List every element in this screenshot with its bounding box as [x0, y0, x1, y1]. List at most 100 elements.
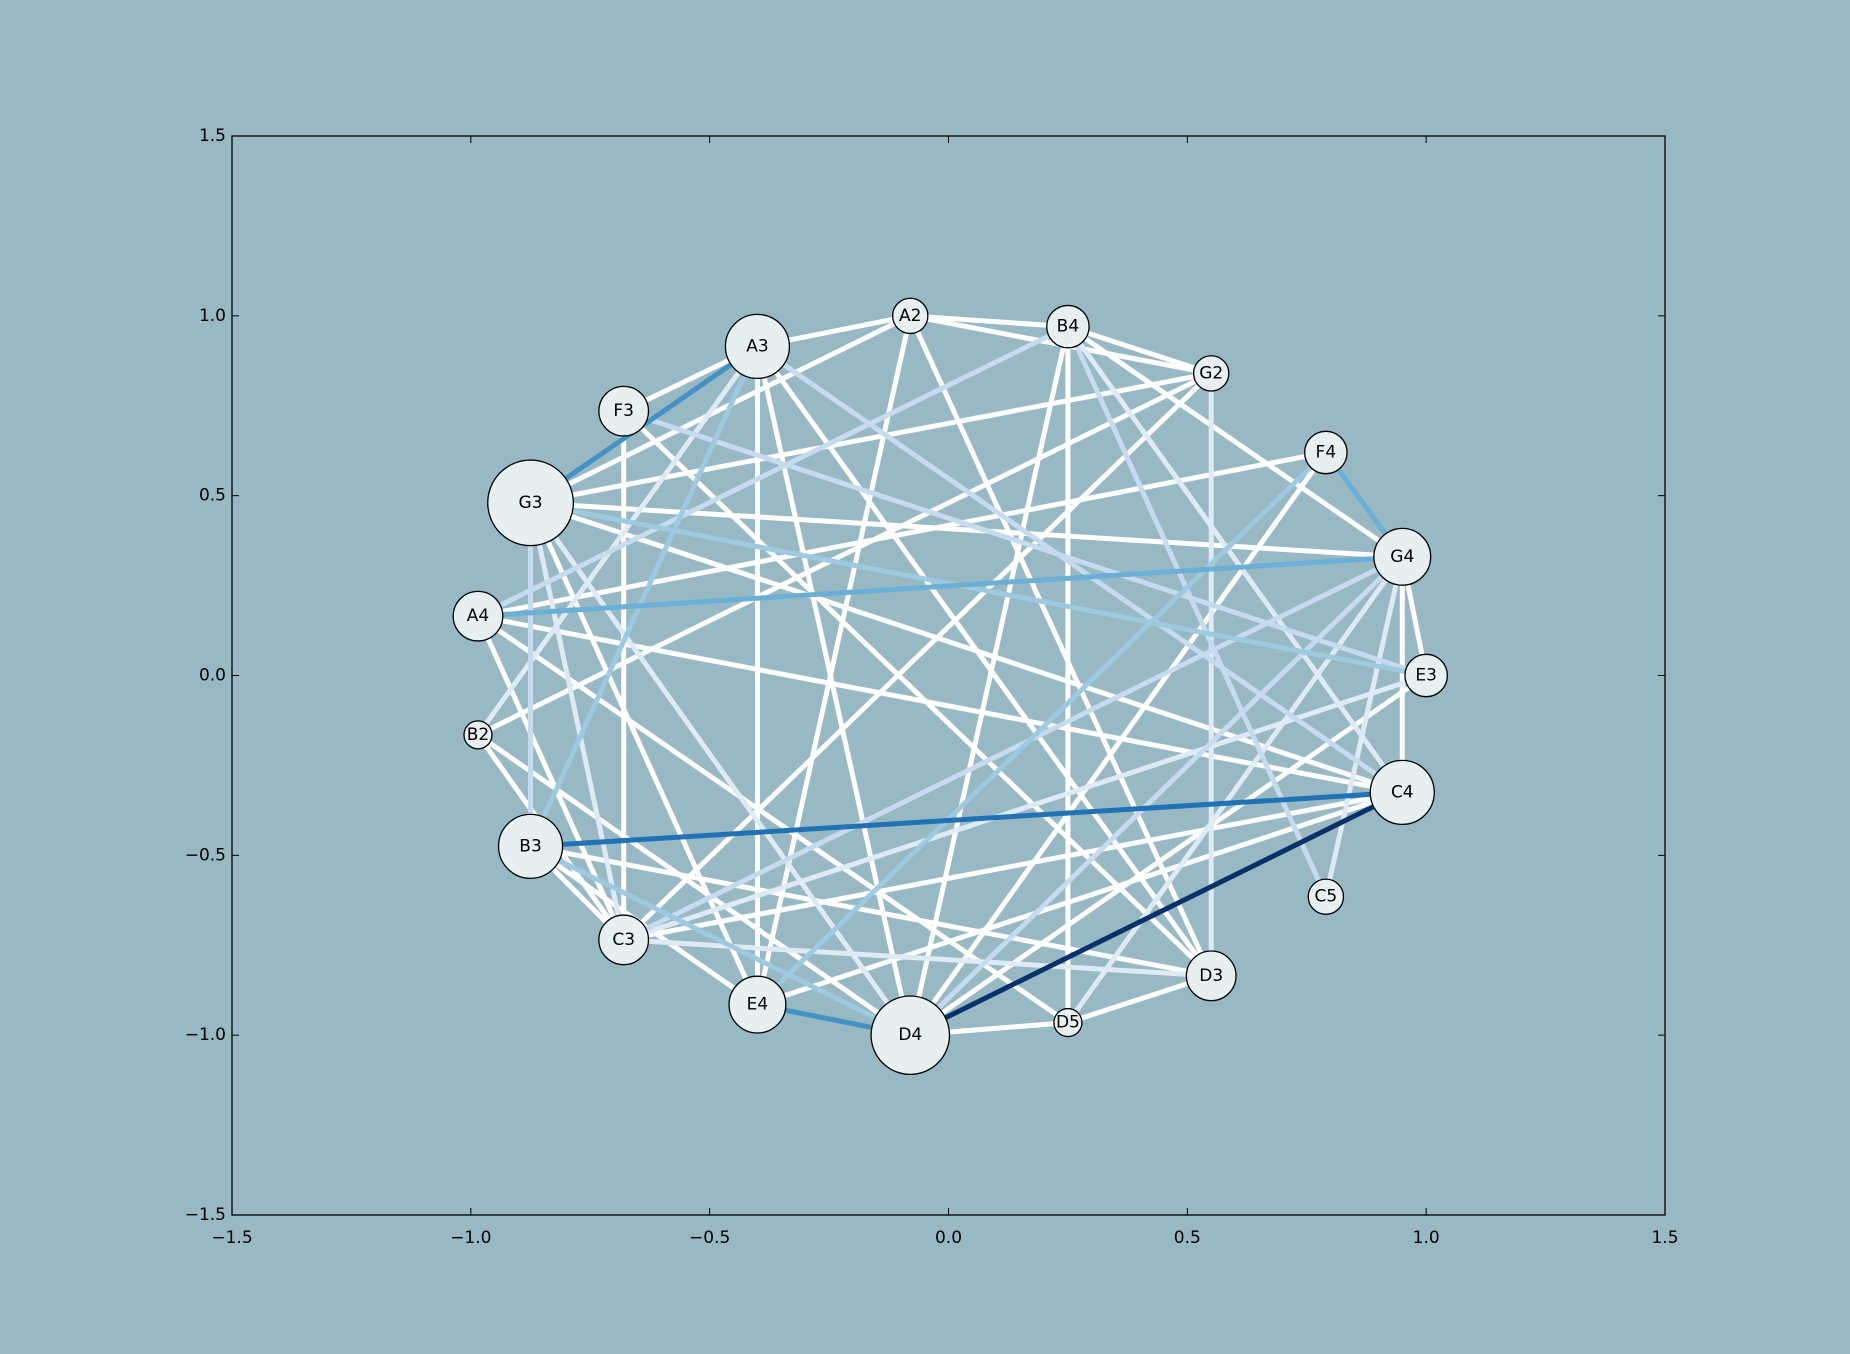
node-label-A3: A3 — [746, 336, 768, 356]
node-circle-B3 — [497, 813, 564, 879]
edge-C3-E3 — [622, 673, 1427, 943]
node-label-F3: F3 — [613, 401, 634, 421]
node-label-D3: D3 — [1199, 966, 1223, 986]
node-B2[interactable]: B2 — [463, 720, 493, 750]
node-F4[interactable]: F4 — [1304, 430, 1348, 475]
edge-G3-C3 — [528, 502, 627, 941]
edge-B3-A3 — [528, 345, 760, 848]
edge-B2-A3 — [475, 344, 760, 737]
edge-G3-D4 — [528, 501, 913, 1037]
node-circle-D4 — [870, 995, 951, 1076]
edge-G2-B2 — [476, 371, 1213, 738]
node-A4[interactable]: A4 — [452, 590, 504, 642]
edge-D4-B2 — [476, 732, 912, 1038]
edge-C3-G4 — [622, 554, 1404, 943]
y-tick-label: −1.0 — [185, 1025, 226, 1045]
ticks-layer: −1.5 −1.0 −0.5 0.0 0.5 1.0 1.5 1.5 1.0 0.5 0.0 −0.5… — [185, 126, 1679, 1248]
edge-C5-G4 — [1323, 556, 1405, 898]
x-tick-label: −1.5 — [211, 1228, 252, 1248]
node-circle-C4 — [1369, 759, 1435, 826]
edge-A3-C4 — [756, 344, 1404, 795]
node-label-E4: E4 — [747, 995, 769, 1015]
edge-B4-C4 — [1065, 325, 1405, 794]
node-label-G2: G2 — [1199, 363, 1223, 383]
node-G4[interactable]: G4 — [1373, 527, 1432, 586]
nodes-layer: A2 B4 G2 F4 G4 E3 C4 C5 D3 D5 D4 E4 C3 B3 B2 A4 G3 F3 A3 — [452, 297, 1449, 1076]
y-tick-label: 1.5 — [199, 126, 226, 146]
node-label-F4: F4 — [1316, 443, 1337, 463]
edge-C3-D3 — [623, 937, 1212, 979]
edge-A4-B4 — [476, 324, 1070, 619]
node-circle-C5 — [1307, 878, 1345, 915]
y-tick-label: 0.5 — [199, 486, 226, 506]
node-D3[interactable]: D3 — [1185, 950, 1237, 1002]
node-C3[interactable]: C3 — [598, 914, 650, 966]
x-tick-label: −0.5 — [689, 1228, 730, 1248]
node-circle-B2 — [463, 720, 493, 750]
node-C5[interactable]: C5 — [1307, 878, 1345, 915]
node-D4[interactable]: D4 — [870, 995, 951, 1076]
node-E4[interactable]: E4 — [728, 975, 787, 1034]
x-tick-label: 1.5 — [1651, 1228, 1678, 1248]
edge-A2-D3 — [908, 314, 1214, 977]
node-circle-F3 — [598, 385, 650, 437]
node-G2[interactable]: G2 — [1192, 355, 1230, 392]
node-circle-E3 — [1404, 653, 1449, 698]
edge-D3-A3 — [755, 344, 1214, 978]
node-circle-G4 — [1373, 527, 1432, 586]
node-label-G3: G3 — [519, 493, 543, 513]
edge-C3-A4 — [475, 615, 626, 941]
y-tick-label: −0.5 — [185, 845, 226, 865]
node-D5[interactable]: D5 — [1053, 1007, 1083, 1038]
node-G3[interactable]: G3 — [487, 459, 574, 547]
edge-G3-A2 — [529, 313, 912, 506]
node-circle-D5 — [1053, 1007, 1083, 1038]
x-tick-label: −1.0 — [450, 1228, 491, 1248]
edge-B3-C4 — [530, 789, 1403, 849]
node-A2[interactable]: A2 — [892, 297, 929, 335]
axes-frame — [231, 135, 1666, 1216]
node-label-B4: B4 — [1057, 317, 1079, 337]
node-A3[interactable]: A3 — [724, 313, 791, 380]
edge-A4-F4 — [477, 450, 1327, 619]
y-tick-label: 1.0 — [199, 306, 226, 326]
edge-A2-B4 — [910, 313, 1069, 330]
edge-G3-E3 — [530, 500, 1427, 678]
node-label-D5: D5 — [1056, 1013, 1080, 1033]
x-tick-label: 0.5 — [1174, 1228, 1201, 1248]
node-circle-C3 — [598, 914, 650, 966]
node-label-D4: D4 — [898, 1025, 922, 1045]
node-circle-E4 — [728, 975, 787, 1034]
edge-D4-G4 — [908, 555, 1405, 1037]
node-circle-A2 — [892, 297, 929, 335]
node-label-E3: E3 — [1415, 666, 1437, 686]
node-circle-A4 — [452, 590, 504, 642]
edge-B4-G2 — [1067, 324, 1212, 376]
edge-C4-C3 — [623, 789, 1403, 943]
edge-G2-C3 — [621, 371, 1213, 942]
node-circle-G2 — [1192, 355, 1230, 392]
edge-E4-G3 — [528, 501, 760, 1006]
edge-E4-F4 — [755, 450, 1328, 1007]
node-C4[interactable]: C4 — [1369, 759, 1435, 826]
edge-F4-D4 — [908, 451, 1328, 1037]
edge-F3-E3 — [622, 408, 1427, 678]
node-E3[interactable]: E3 — [1404, 653, 1449, 698]
edge-A4-G4 — [477, 554, 1403, 619]
y-tick-label: 0.0 — [199, 666, 226, 686]
y-tick-label: −1.5 — [185, 1205, 226, 1225]
edge-D3-F3 — [621, 409, 1213, 978]
node-F3[interactable]: F3 — [598, 385, 650, 437]
node-circle-D3 — [1185, 950, 1237, 1002]
edges-layer — [475, 313, 1429, 1038]
node-circle-G3 — [487, 459, 574, 547]
node-label-C5: C5 — [1315, 887, 1338, 907]
node-B4[interactable]: B4 — [1046, 304, 1090, 349]
edge-B4-D4 — [907, 326, 1071, 1036]
node-B3[interactable]: B3 — [497, 813, 564, 879]
node-label-C4: C4 — [1391, 782, 1414, 802]
node-label-C3: C3 — [612, 930, 635, 950]
x-tick-label: 0.0 — [935, 1228, 962, 1248]
